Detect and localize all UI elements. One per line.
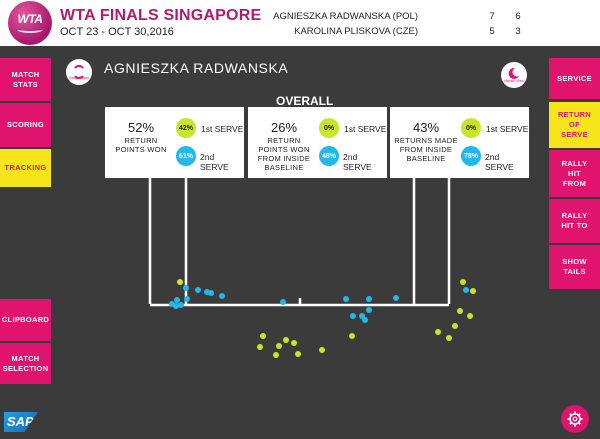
return-dot [463,287,469,293]
nav-show-tails[interactable]: SHOW TAILS [549,245,600,289]
swap-player-button[interactable]: Swap Player [66,59,92,85]
second-serve-returns [169,285,469,323]
hidden-view-icon [508,67,519,79]
nav-match-stats[interactable]: MATCH STATS [0,58,51,101]
tournament-title: WTA FINALS SINGAPORE [60,7,262,24]
second-serve-bubble: 61% [176,146,196,166]
first-serve-label: 1st SERVE [201,124,244,134]
second-serve-label: 2nd SERVE [343,152,372,172]
first-serve-label: 1st SERVE [486,124,529,134]
return-dot [283,337,289,343]
return-dot [177,279,183,285]
return-dot [362,317,368,323]
swap-player-caption: Swap Player [69,76,89,80]
nav-clipboard[interactable]: CLIPBOARD [0,299,51,341]
return-dot [349,333,355,339]
stat-description: RETURN POINTS WON FROM INSIDE BASELINE [257,136,311,172]
return-dot [467,313,473,319]
return-dot [470,288,476,294]
player-1-name: AGNIESZKA RADWANSKA (POL) [273,11,418,22]
return-dot [452,323,458,329]
settings-button[interactable] [561,405,589,433]
hidden-view-caption: Hidden View [504,79,524,83]
return-dot [276,343,282,349]
nav-tracking[interactable]: TRACKING [0,149,51,187]
stat-card-return-points-won-inside-baseline: 26% RETURN POINTS WON FROM INSIDE BASELI… [248,107,387,178]
gear-icon [567,411,583,427]
nav-rally-hit-to[interactable]: RALLY HIT TO [549,199,600,243]
second-serve-label: 2nd SERVE [200,152,229,172]
return-dot [291,340,297,346]
return-dot [446,335,452,341]
stat-percentage: 26% [270,120,298,135]
player-name: AGNIESZKA RADWANSKA [104,60,289,76]
return-dot [343,296,349,302]
return-dot [178,302,184,308]
second-serve-bubble: 48% [319,146,339,166]
first-serve-bubble: 0% [319,118,339,138]
return-dot [350,313,356,319]
return-dot [460,279,466,285]
return-dot [366,296,372,302]
player-1-set-2: 6 [515,11,521,22]
header-bar: WTA WTA FINALS SINGAPORE OCT 23 - OCT 30… [0,0,600,46]
first-serve-bubble: 0% [461,118,481,138]
section-title: OVERALL [276,94,334,108]
second-serve-label: 2nd SERVE [485,152,514,172]
nav-rally-hit-from[interactable]: RALLY HIT FROM [549,150,600,197]
stat-percentage: 43% [412,120,440,135]
return-dot [219,293,225,299]
player-1-set-1: 7 [489,11,495,22]
tournament-dates: OCT 23 - OCT 30,2016 [60,26,174,38]
nav-service[interactable]: SERVICE [549,58,600,99]
return-dot [173,303,179,309]
second-serve-bubble: 78% [461,146,481,166]
stat-percentage: 52% [127,120,155,135]
first-serve-returns [177,279,476,358]
return-dot [257,344,263,350]
return-dot [366,307,372,313]
return-dot [174,297,180,303]
return-dot [280,299,286,305]
return-dot [184,296,190,302]
return-dot [435,329,441,335]
return-dot [208,290,214,296]
nav-scoring[interactable]: SCORING [0,103,51,147]
first-serve-label: 1st SERVE [344,124,387,134]
court-lines [148,178,451,307]
stat-description: RETURNS MADE FROM INSIDE BASELINE [394,136,458,163]
return-dot [319,347,325,353]
player-2-set-2: 3 [515,26,521,37]
return-dot [295,351,301,357]
stat-card-returns-made-inside-baseline: 43% RETURNS MADE FROM INSIDE BASELINE 0%… [390,107,529,178]
nav-match-selection[interactable]: MATCH SELECTION [0,343,51,384]
first-serve-bubble: 42% [176,118,196,138]
swap-player-icon [74,65,84,79]
player-2-name: KAROLINA PLISKOVA (CZE) [294,26,418,37]
return-dot [260,333,266,339]
scoreboard-players: AGNIESZKA RADWANSKA (POL) KAROLINA PLISK… [273,9,418,39]
wta-logo: WTA [8,1,52,45]
stat-description: RETURN POINTS WON [115,136,167,154]
set-1-scores: 7 5 [485,9,499,39]
return-dot [393,295,399,301]
return-dot [195,287,201,293]
return-dot [183,285,189,291]
wta-logo-text: WTA [17,12,43,26]
player-2-set-1: 5 [489,26,495,37]
set-2-scores: 6 3 [511,9,525,39]
return-dot [457,308,463,314]
stat-card-return-points-won: 52% RETURN POINTS WON 42% 1st SERVE 61% … [105,107,244,178]
logo-swoosh [17,26,43,33]
nav-return-of-serve[interactable]: RETURN OF SERVE [549,102,600,148]
return-dot [273,352,279,358]
hidden-view-button[interactable]: Hidden View [501,62,527,88]
